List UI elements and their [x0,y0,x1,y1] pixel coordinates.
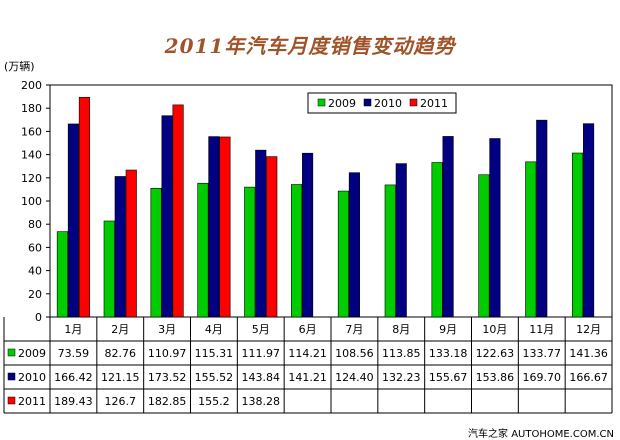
y-tick-label: 180 [21,102,42,115]
bar-2010-5月 [255,149,267,318]
y-tick-label: 0 [35,311,42,324]
bar-2010-3月 [161,115,173,318]
data-label-2009-12月: 141.36 [569,347,608,360]
bar-2009-8月 [384,184,396,318]
watermark: 汽车之家 AUTOHOME.COM.CN [468,429,614,440]
data-label-2010-5月: 143.84 [242,371,281,384]
y-tick-label: 120 [21,172,42,185]
table-series-name: 2010 [18,371,46,384]
x-tick-label: 8月 [392,323,410,336]
y-tick-label: 160 [21,125,42,138]
bar-2010-10月 [489,138,501,318]
data-label-2010-6月: 141.21 [288,371,327,384]
bar-2009-5月 [244,186,256,318]
bar-2009-11月 [525,161,537,318]
y-tick-label: 100 [21,195,42,208]
bar-2009-7月 [337,190,349,318]
x-tick-label: 1月 [64,323,82,336]
y-tick-label: 20 [28,288,42,301]
data-label-2010-4月: 155.52 [195,371,234,384]
table-swatch-2009 [7,348,16,357]
bar-2011-3月 [172,104,184,318]
bar-2009-10月 [478,174,490,318]
bar-2010-9月 [442,136,454,318]
y-tick-label: 140 [21,149,42,162]
data-label-2009-10月: 122.63 [476,347,515,360]
data-label-2010-12月: 166.67 [569,371,608,384]
data-label-2011-1月: 189.43 [54,395,93,408]
legend-swatch-2011 [409,98,418,107]
data-label-2009-9月: 133.18 [429,347,468,360]
data-label-2009-11月: 133.77 [523,347,562,360]
bar-2010-8月 [395,163,407,318]
x-tick-label: 5月 [252,323,270,336]
data-label-2009-6月: 114.21 [288,347,327,360]
table-swatch-2010 [7,372,16,381]
bar-2009-6月 [291,184,303,318]
bar-2011-5月 [266,156,278,318]
x-tick-label: 2月 [111,323,129,336]
x-tick-label: 11月 [529,323,554,336]
data-label-2010-9月: 155.67 [429,371,468,384]
data-label-2011-2月: 126.7 [105,395,137,408]
y-axis-unit-label: (万辆) [4,60,35,73]
table-swatch-2011 [7,396,16,405]
bar-2011-2月 [125,169,137,318]
x-tick-label: 10月 [482,323,507,336]
legend-label-2009: 2009 [328,97,356,110]
data-label-2009-7月: 108.56 [335,347,374,360]
bar-2009-9月 [431,162,443,318]
data-label-2009-2月: 82.76 [105,347,137,360]
x-tick-label: 3月 [158,323,176,336]
data-label-2009-1月: 73.59 [58,347,90,360]
data-label-2009-5月: 111.97 [242,347,281,360]
bar-2011-4月 [219,136,231,318]
bar-2010-4月 [208,136,220,318]
data-label-2010-1月: 166.42 [54,371,93,384]
table-series-name: 2011 [18,395,46,408]
bar-2009-12月 [572,152,584,318]
bar-2010-7月 [348,172,360,318]
bar-2010-6月 [302,152,314,318]
data-label-2010-7月: 124.40 [335,371,374,384]
legend-box [307,92,457,114]
y-tick-label: 200 [21,79,42,92]
data-label-2010-3月: 173.52 [148,371,187,384]
data-label-2010-8月: 132.23 [382,371,421,384]
data-label-2011-3月: 182.85 [148,395,187,408]
data-label-2009-8月: 113.85 [382,347,421,360]
data-label-2010-11月: 169.70 [523,371,562,384]
bar-2010-12月 [583,123,595,318]
bar-2009-3月 [150,187,162,318]
bar-2009-4月 [197,182,209,318]
legend-label-2010: 2010 [374,97,402,110]
legend-swatch-2009 [317,98,326,107]
data-label-2010-2月: 121.15 [101,371,140,384]
data-label-2011-5月: 138.28 [242,395,281,408]
table-series-name: 2009 [18,347,46,360]
chart-title: 2011年汽车月度销售变动趋势 [164,34,456,58]
x-tick-label: 12月 [576,323,601,336]
bar-2009-1月 [56,231,68,318]
y-tick-label: 40 [28,265,42,278]
x-tick-label: 6月 [299,323,317,336]
data-label-2011-4月: 155.2 [198,395,230,408]
bar-2009-2月 [103,220,115,318]
x-tick-label: 9月 [439,323,457,336]
data-label-2009-4月: 115.31 [195,347,234,360]
bar-2010-11月 [536,119,548,318]
bar-2010-1月 [67,123,79,318]
legend-swatch-2010 [363,98,372,107]
y-tick-label: 80 [28,218,42,231]
x-tick-label: 7月 [345,323,363,336]
data-label-2010-10月: 153.86 [476,371,515,384]
y-tick-label: 60 [28,241,42,254]
x-tick-label: 4月 [205,323,223,336]
bar-2010-2月 [114,176,126,318]
data-label-2009-3月: 110.97 [148,347,187,360]
legend-label-2011: 2011 [420,97,448,110]
bar-2011-1月 [78,96,90,318]
